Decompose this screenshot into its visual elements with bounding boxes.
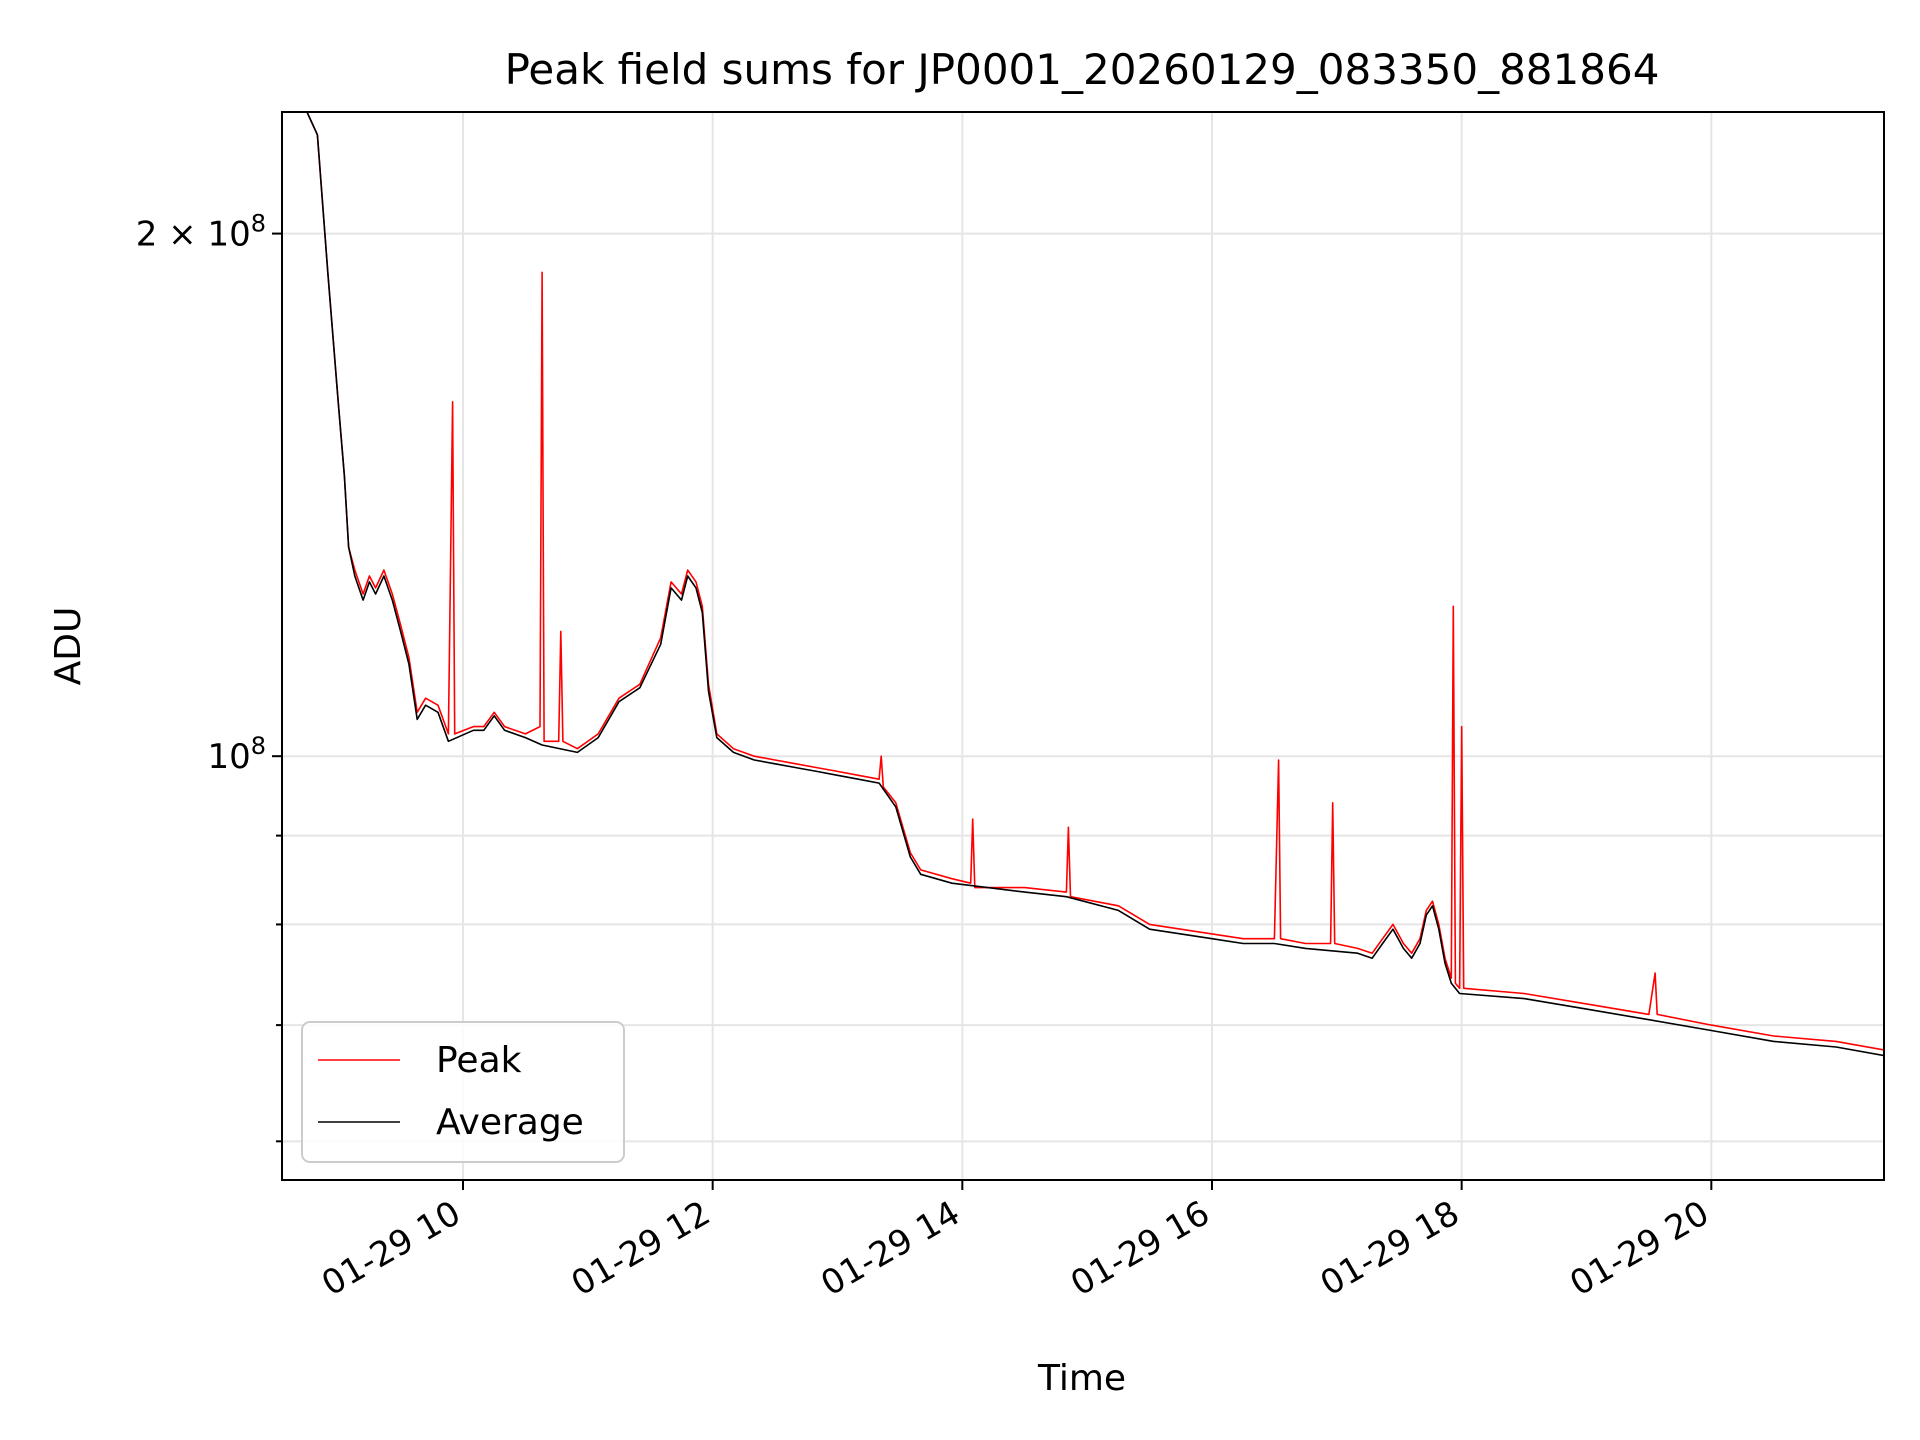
chart-title: Peak field sums for JP0001_20260129_0833… (505, 45, 1660, 94)
legend-average-label: Average (436, 1102, 584, 1143)
y-tick-exponent: 8 (251, 732, 266, 760)
legend-peak-label: Peak (436, 1040, 522, 1081)
plot-area (282, 112, 1884, 1057)
y-tick-label: 2 × 108 (136, 210, 266, 255)
y-tick-base: 10 (207, 215, 250, 255)
y-tick-exponent: 8 (251, 210, 266, 238)
axes-frame (281, 111, 1885, 1181)
legend: Peak Average (301, 1021, 625, 1163)
legend-box (301, 1021, 625, 1163)
y-axis-label: ADU (48, 607, 89, 686)
series-line-average (282, 112, 1884, 1057)
x-axis-label: Time (1037, 1358, 1126, 1399)
series-line-peak (282, 112, 1884, 1051)
y-tick-base: 10 (207, 737, 250, 777)
y-tick-coefficient: 2 × (136, 215, 208, 255)
y-tick-label: 108 (207, 732, 266, 777)
